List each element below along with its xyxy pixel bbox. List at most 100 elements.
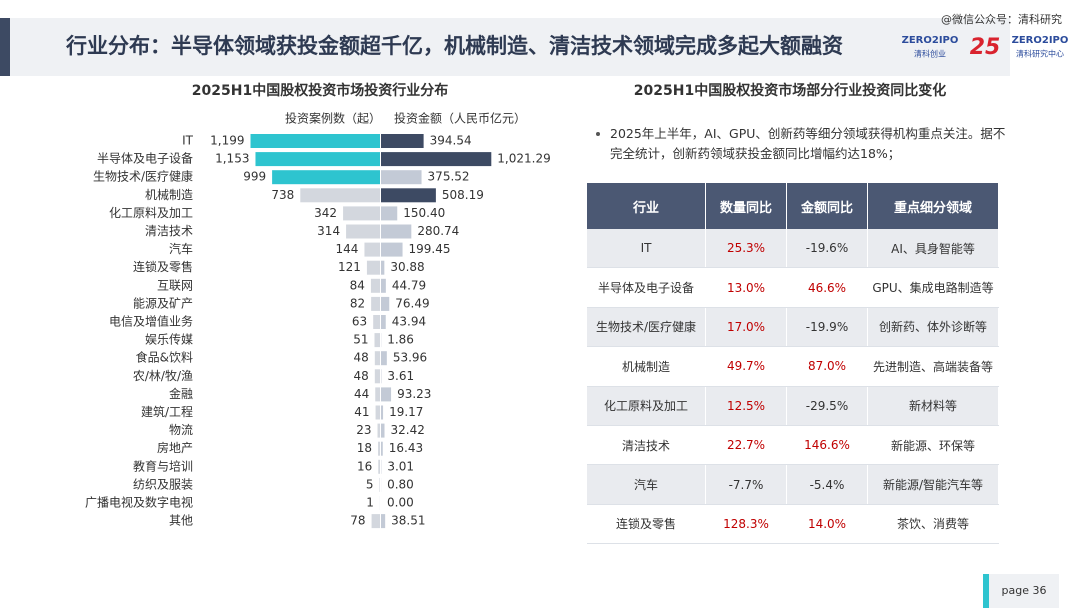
count-bar [370,278,380,293]
count-bar [373,315,380,329]
category-label: 半导体及电子设备 [97,152,193,166]
table-row: 清洁技术 22.7% 146.6% 新能源、环保等 [587,425,999,466]
amount-label: 76.49 [395,296,429,310]
table: 行业 数量同比 金额同比 重点细分领域 IT 25.3% -19.6% AI、具身智能等 半导体… [587,183,999,545]
count-label: 51 [353,333,368,347]
right-title: 2025H1中国股权投资市场部分行业投资同比变化 [634,82,946,99]
table-cell: -19.9% [786,307,868,348]
category-label: 互联网 [157,278,193,292]
amount-bar [381,152,492,167]
category-label: 金融 [169,386,193,401]
count-bar [374,351,380,366]
count-label: 121 [338,260,361,274]
table-cell: 茶饮、消费等 [867,504,999,545]
amount-label: 53.96 [393,351,427,365]
count-bar [343,206,380,221]
table-cell: -7.7% [705,464,787,505]
count-bar [255,152,380,167]
amount-label: 38.51 [391,514,425,528]
amount-bar [381,296,390,311]
amount-bar [381,260,385,275]
amount-label: 43.94 [392,315,426,329]
table-cell: 49.7% [705,346,787,387]
header-cell: 数量同比 [705,183,787,229]
amount-label: 0.00 [387,496,414,510]
table-cell: 汽车 [587,464,706,505]
count-label: 16 [357,459,372,473]
table-cell: 化工原料及加工 [587,386,706,426]
count-bar [300,188,380,203]
table-cell: GPU、集成电路制造等 [867,267,999,308]
logo-25: 25 [970,35,1001,60]
category-label: 生物技术/医疗健康 [93,169,193,184]
category-label: 其他 [169,514,193,528]
amount-label: 16.43 [389,441,423,455]
amount-label: 93.23 [397,387,431,401]
category-label: 纺织及服装 [133,477,193,491]
amount-bar [381,188,436,203]
amount-label: 199.45 [409,242,451,256]
table-cell: 连锁及零售 [587,504,706,545]
count-label: 41 [354,405,369,419]
count-label: 342 [314,206,337,220]
table-cell: 机械制造 [587,346,706,387]
table-row: IT 25.3% -19.6% AI、具身智能等 [587,229,999,269]
table-row: 化工原料及加工 12.5% -29.5% 新材料等 [587,386,999,426]
table-cell: 128.3% [705,504,787,545]
count-bar [346,224,380,239]
category-label: 电信及增值业务 [109,314,193,329]
amount-bar [381,242,403,257]
count-label: 999 [243,170,266,184]
category-label: 食品&饮料 [136,350,193,365]
table-cell: 新能源、环保等 [867,425,999,466]
count-label: 1,199 [210,134,244,148]
page-box [989,574,1059,608]
page-number: page 36 [1002,584,1047,597]
amount-label: 150.40 [403,206,445,220]
amount-label: 394.54 [430,134,472,148]
table-row: 连锁及零售 128.3% 14.0% 茶饮、消费等 [587,504,999,545]
amount-label: 19.17 [389,405,423,419]
count-bar [272,170,380,185]
table-row: 机械制造 49.7% 87.0% 先进制造、高端装备等 [587,346,999,387]
amount-label: 280.74 [417,224,459,238]
watermark: @微信公众号：清科研究 [941,12,1062,26]
count-bar [374,369,380,384]
legend-amount: 投资金额（人民币亿元） [394,111,526,126]
table-cell: 新能源/智能汽车等 [867,464,999,505]
category-label: 清洁技术 [145,224,193,238]
title-band [10,18,1010,76]
count-bar [371,296,380,311]
amount-bar [381,514,386,529]
logo-name: 清科研究中心 [1016,49,1064,59]
amount-label: 44.79 [392,278,426,292]
amount-label: 3.01 [387,459,414,473]
header-cell: 重点细分领域 [867,183,999,229]
page-accent [983,574,989,608]
header-cell: 行业 [587,183,706,229]
count-label: 48 [354,369,369,383]
slide-title: 行业分布：半导体领域获投金额超千亿，机械制造、清洁技术领域完成多起大额融资 [65,34,843,58]
count-bar [250,134,380,148]
table-row: 半导体及电子设备 13.0% 46.6% GPU、集成电路制造等 [587,267,999,308]
header-cell: 金额同比 [786,183,868,229]
count-bar [364,242,380,257]
legend-count: 投资案例数（起） [285,111,381,126]
count-bar [375,387,380,402]
count-label: 84 [350,278,365,292]
count-bar [366,260,380,275]
table-cell: 13.0% [705,267,787,308]
count-bar [378,441,380,456]
category-label: 化工原料及加工 [109,206,193,220]
logo-brand: ZERO2IPO [902,35,959,46]
bullet-dot [596,132,600,136]
category-label: 连锁及零售 [133,259,193,274]
category-label: 建筑/工程 [141,404,193,419]
amount-bar [381,423,385,438]
amount-label: 1.86 [387,333,414,347]
count-label: 23 [356,423,371,437]
category-label: 能源及矿产 [133,296,193,310]
table-cell: 22.7% [705,425,787,466]
amount-label: 375.52 [428,170,470,184]
